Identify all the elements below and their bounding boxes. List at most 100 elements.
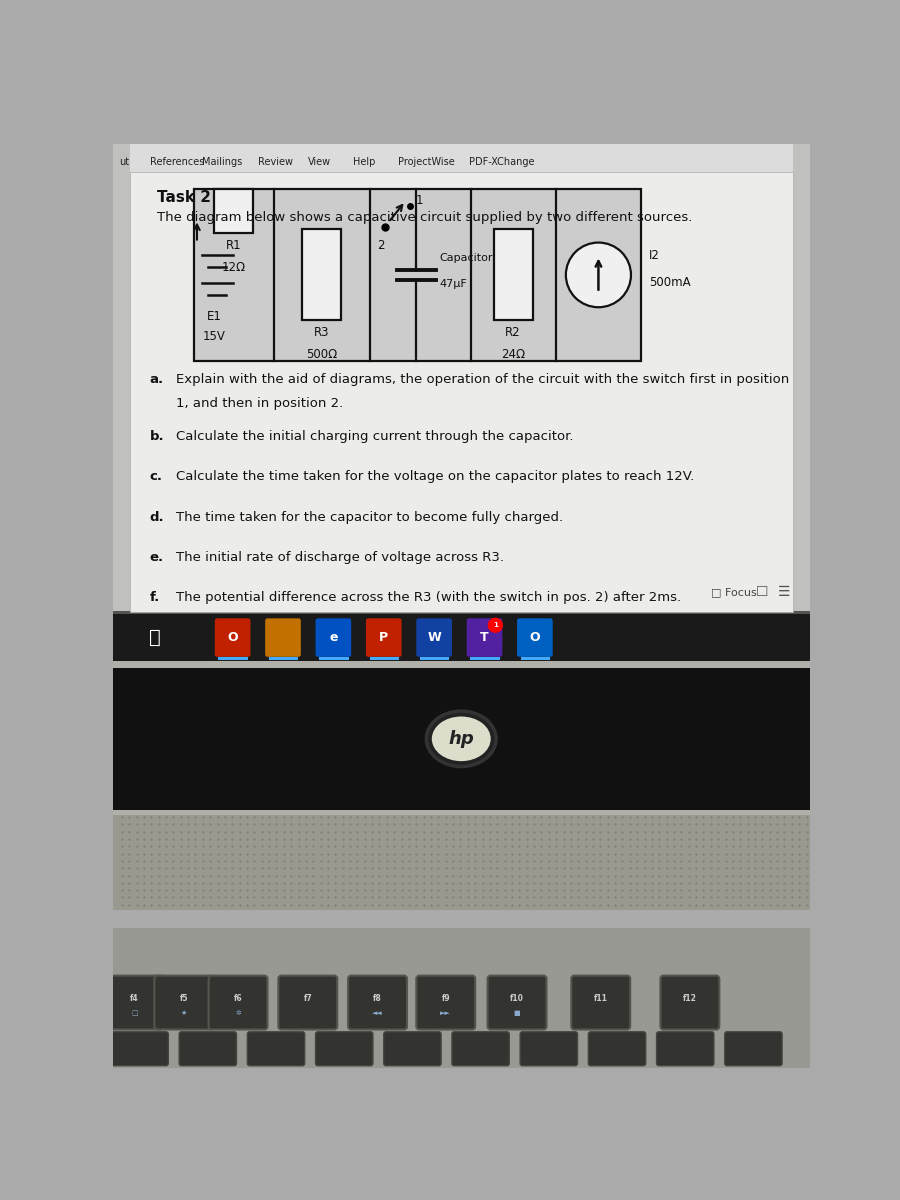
Text: Review: Review	[258, 157, 293, 167]
Ellipse shape	[427, 712, 496, 767]
Bar	[214, 188, 253, 233]
Text: f12: f12	[683, 994, 697, 1003]
Bar	[112, 928, 810, 1068]
Text: P: P	[379, 631, 388, 644]
FancyBboxPatch shape	[316, 1032, 373, 1066]
Bar	[130, 144, 793, 180]
FancyBboxPatch shape	[366, 618, 401, 656]
Text: Calculate the initial charging current through the capacitor.: Calculate the initial charging current t…	[176, 431, 573, 444]
Text: I2: I2	[649, 250, 660, 262]
Text: 1: 1	[416, 194, 423, 208]
FancyBboxPatch shape	[661, 976, 719, 1030]
Text: 15V: 15V	[202, 330, 226, 343]
FancyBboxPatch shape	[656, 1032, 714, 1066]
Text: References: References	[149, 157, 204, 167]
Bar	[112, 144, 810, 613]
Text: R2: R2	[506, 326, 521, 340]
Text: f7: f7	[303, 994, 312, 1003]
FancyBboxPatch shape	[278, 976, 338, 1030]
Text: O: O	[228, 631, 238, 644]
FancyBboxPatch shape	[467, 618, 502, 656]
Text: Task 2: Task 2	[158, 191, 212, 205]
FancyBboxPatch shape	[179, 1032, 237, 1066]
Bar	[112, 816, 810, 910]
Ellipse shape	[432, 716, 491, 761]
Text: The diagram below shows a capacitive circuit supplied by two different sources.: The diagram below shows a capacitive cir…	[158, 211, 693, 223]
Circle shape	[566, 242, 631, 307]
Bar	[112, 910, 810, 1068]
Text: f8: f8	[374, 994, 382, 1003]
Text: T: T	[481, 631, 489, 644]
Bar	[112, 667, 810, 810]
FancyBboxPatch shape	[348, 976, 407, 1030]
FancyBboxPatch shape	[589, 1032, 645, 1066]
FancyBboxPatch shape	[452, 1032, 509, 1066]
Bar	[112, 613, 810, 661]
Text: The time taken for the capacitor to become fully charged.: The time taken for the capacitor to beco…	[176, 510, 563, 523]
Text: b.: b.	[149, 431, 165, 444]
Text: □: □	[130, 1010, 138, 1016]
Text: ☐: ☐	[756, 586, 769, 599]
FancyBboxPatch shape	[417, 976, 475, 1030]
Text: f9: f9	[441, 994, 450, 1003]
FancyBboxPatch shape	[248, 1032, 305, 1066]
Text: The initial rate of discharge of voltage across R3.: The initial rate of discharge of voltage…	[176, 551, 504, 564]
Bar	[112, 611, 810, 613]
Text: Mailings: Mailings	[202, 157, 242, 167]
Text: ✲: ✲	[235, 1010, 241, 1016]
FancyBboxPatch shape	[724, 1032, 782, 1066]
Text: □ Focus: □ Focus	[711, 587, 757, 598]
Text: f5: f5	[180, 994, 188, 1003]
Text: ☰: ☰	[778, 586, 790, 599]
FancyBboxPatch shape	[266, 618, 301, 656]
Text: e: e	[329, 631, 338, 644]
FancyBboxPatch shape	[111, 1032, 168, 1066]
Text: Capacitor: Capacitor	[439, 253, 493, 263]
Bar	[130, 172, 793, 612]
Text: a.: a.	[149, 373, 164, 386]
FancyBboxPatch shape	[104, 976, 164, 1030]
Text: View: View	[308, 157, 331, 167]
Text: R3: R3	[314, 326, 329, 340]
FancyBboxPatch shape	[383, 1032, 441, 1066]
Text: PDF-XChange: PDF-XChange	[469, 157, 535, 167]
FancyBboxPatch shape	[155, 976, 213, 1030]
Text: 12Ω: 12Ω	[221, 262, 246, 274]
Text: The potential difference across the R3 (with the switch in pos. 2) after 2ms.: The potential difference across the R3 (…	[176, 590, 681, 604]
FancyBboxPatch shape	[517, 618, 553, 656]
Text: f10: f10	[510, 994, 524, 1003]
Text: f4: f4	[130, 994, 139, 1003]
Text: 1, and then in position 2.: 1, and then in position 2.	[176, 396, 343, 409]
Circle shape	[489, 618, 502, 632]
Text: 2: 2	[377, 240, 384, 252]
Text: Calculate the time taken for the voltage on the capacitor plates to reach 12V.: Calculate the time taken for the voltage…	[176, 470, 694, 484]
Text: ★: ★	[181, 1010, 187, 1016]
Text: c.: c.	[149, 470, 163, 484]
Text: f6: f6	[234, 994, 242, 1003]
Text: R1: R1	[226, 240, 241, 252]
Text: f.: f.	[149, 590, 160, 604]
Text: E1: E1	[207, 310, 221, 323]
Text: ⎂: ⎂	[149, 628, 161, 647]
Text: 500Ω: 500Ω	[306, 348, 338, 361]
Text: e.: e.	[149, 551, 164, 564]
Text: 47μF: 47μF	[439, 280, 467, 289]
FancyBboxPatch shape	[417, 618, 452, 656]
Text: d.: d.	[149, 510, 165, 523]
Text: Help: Help	[353, 157, 375, 167]
Text: O: O	[529, 631, 540, 644]
FancyBboxPatch shape	[215, 618, 250, 656]
Text: hp: hp	[448, 730, 474, 748]
Text: ProjectWise: ProjectWise	[398, 157, 454, 167]
Text: ■: ■	[514, 1010, 520, 1016]
Text: ◄◄: ◄◄	[373, 1010, 382, 1016]
FancyBboxPatch shape	[316, 618, 351, 656]
FancyBboxPatch shape	[520, 1032, 578, 1066]
Text: W: W	[428, 631, 441, 644]
Text: ►►: ►►	[440, 1010, 451, 1016]
Text: 24Ω: 24Ω	[501, 348, 526, 361]
FancyBboxPatch shape	[572, 976, 630, 1030]
Text: 500mA: 500mA	[649, 276, 690, 289]
Text: f11: f11	[594, 994, 608, 1003]
FancyBboxPatch shape	[488, 976, 546, 1030]
